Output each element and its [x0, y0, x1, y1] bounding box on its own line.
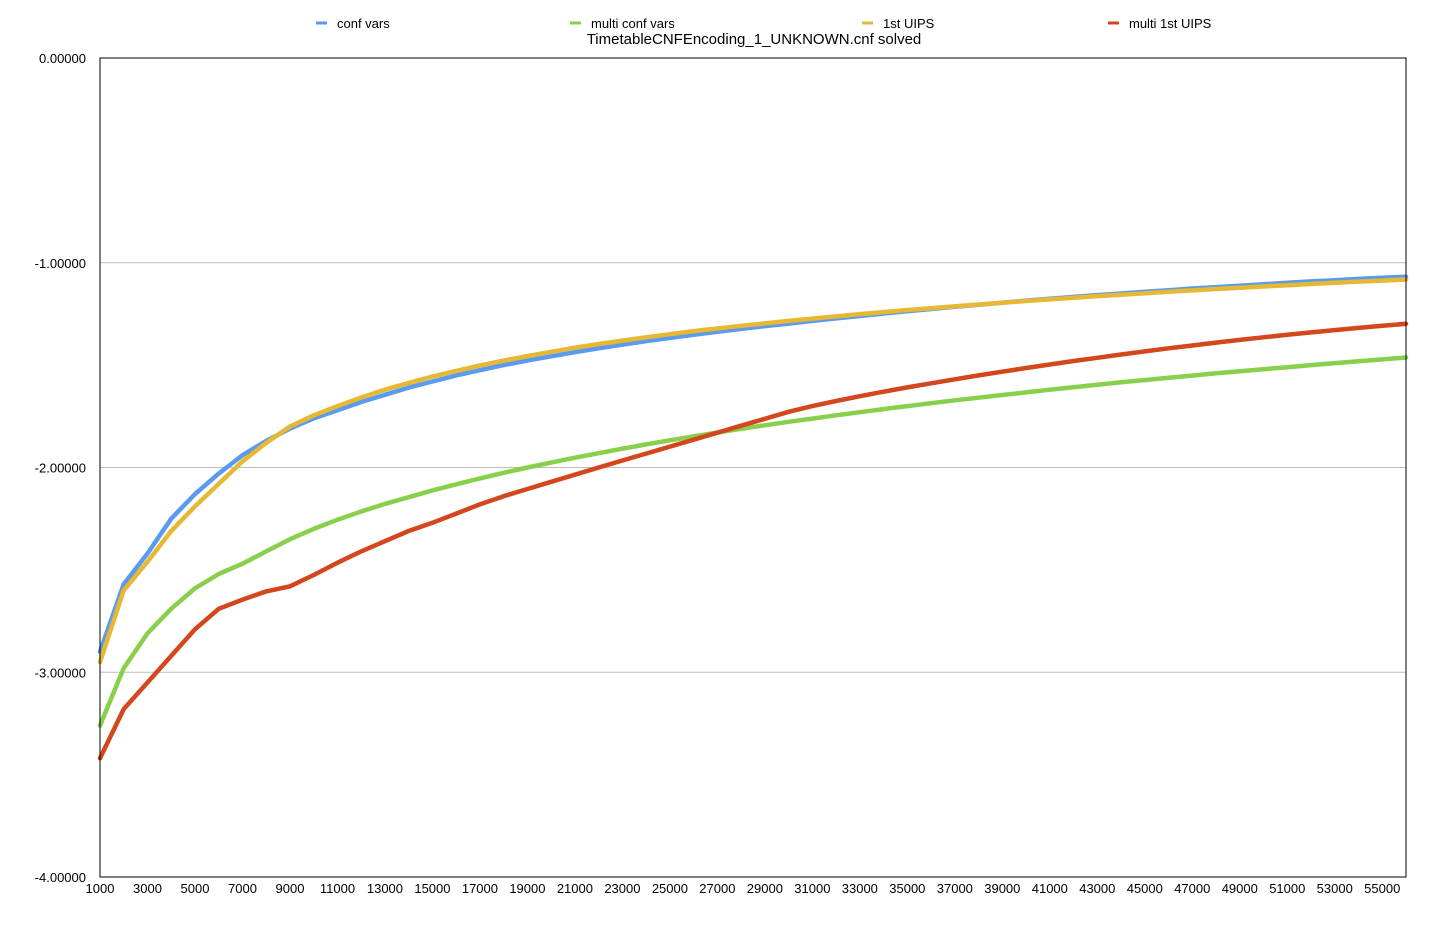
series-line-multi-conf-vars: [97, 355, 1409, 728]
y-tick-label: 0.00000: [39, 51, 86, 66]
legend-label: multi conf vars: [591, 16, 675, 31]
x-tick-label: 1000: [86, 881, 115, 896]
x-tick-label: 51000: [1269, 881, 1305, 896]
legend-label: multi 1st UIPS: [1129, 16, 1212, 31]
legend: conf vars multi conf vars 1st UIPS multi 1s…: [316, 16, 1212, 31]
x-tick-label: 27000: [699, 881, 735, 896]
x-tick-label: 53000: [1317, 881, 1353, 896]
x-tick-label: 41000: [1032, 881, 1068, 896]
x-tick-label: 11000: [320, 881, 355, 896]
x-tick-label: 29000: [747, 881, 783, 896]
x-tick-label: 5000: [181, 881, 210, 896]
x-tick-label: 33000: [842, 881, 878, 896]
x-tick-label: 15000: [414, 881, 450, 896]
x-tick-label: 19000: [509, 881, 545, 896]
legend-label: 1st UIPS: [883, 16, 935, 31]
plot-frame: [99, 57, 1407, 878]
x-tick-label: 39000: [984, 881, 1020, 896]
x-tick-label: 13000: [367, 881, 403, 896]
x-tick-label: 35000: [889, 881, 925, 896]
y-axis: 0.00000 -1.00000 -2.00000 -3.00000 -4.00000: [35, 51, 86, 885]
series-line-conf-vars: [97, 274, 1409, 655]
x-tick-label: 3000: [133, 881, 162, 896]
series-line-multi-1st-uips: [97, 321, 1409, 761]
x-tick-label: 37000: [937, 881, 973, 896]
gridlines: [100, 262, 1406, 673]
chart-title: TimetableCNFEncoding_1_UNKNOWN.cnf solve…: [587, 31, 922, 48]
x-tick-label: 31000: [794, 881, 830, 896]
x-tick-label: 7000: [228, 881, 257, 896]
x-tick-label: 25000: [652, 881, 688, 896]
y-tick-label: -2.00000: [35, 461, 86, 476]
x-tick-label: 9000: [276, 881, 305, 896]
x-tick-label: 55000: [1364, 881, 1400, 896]
x-tick-label: 43000: [1079, 881, 1115, 896]
y-tick-label: -4.00000: [35, 870, 86, 885]
x-tick-label: 45000: [1127, 881, 1163, 896]
x-tick-label: 21000: [557, 881, 593, 896]
x-tick-label: 49000: [1222, 881, 1258, 896]
y-tick-label: -1.00000: [35, 256, 86, 271]
x-axis: 1000 3000 5000 7000 9000 11000 13000 15000 17000…: [86, 881, 1401, 896]
series-line-1st-uips: [97, 277, 1409, 665]
x-tick-label: 17000: [462, 881, 498, 896]
y-tick-label: -3.00000: [35, 665, 86, 680]
x-tick-label: 47000: [1174, 881, 1210, 896]
series-lines: [97, 274, 1409, 761]
legend-label: conf vars: [337, 16, 390, 31]
x-tick-label: 23000: [604, 881, 640, 896]
